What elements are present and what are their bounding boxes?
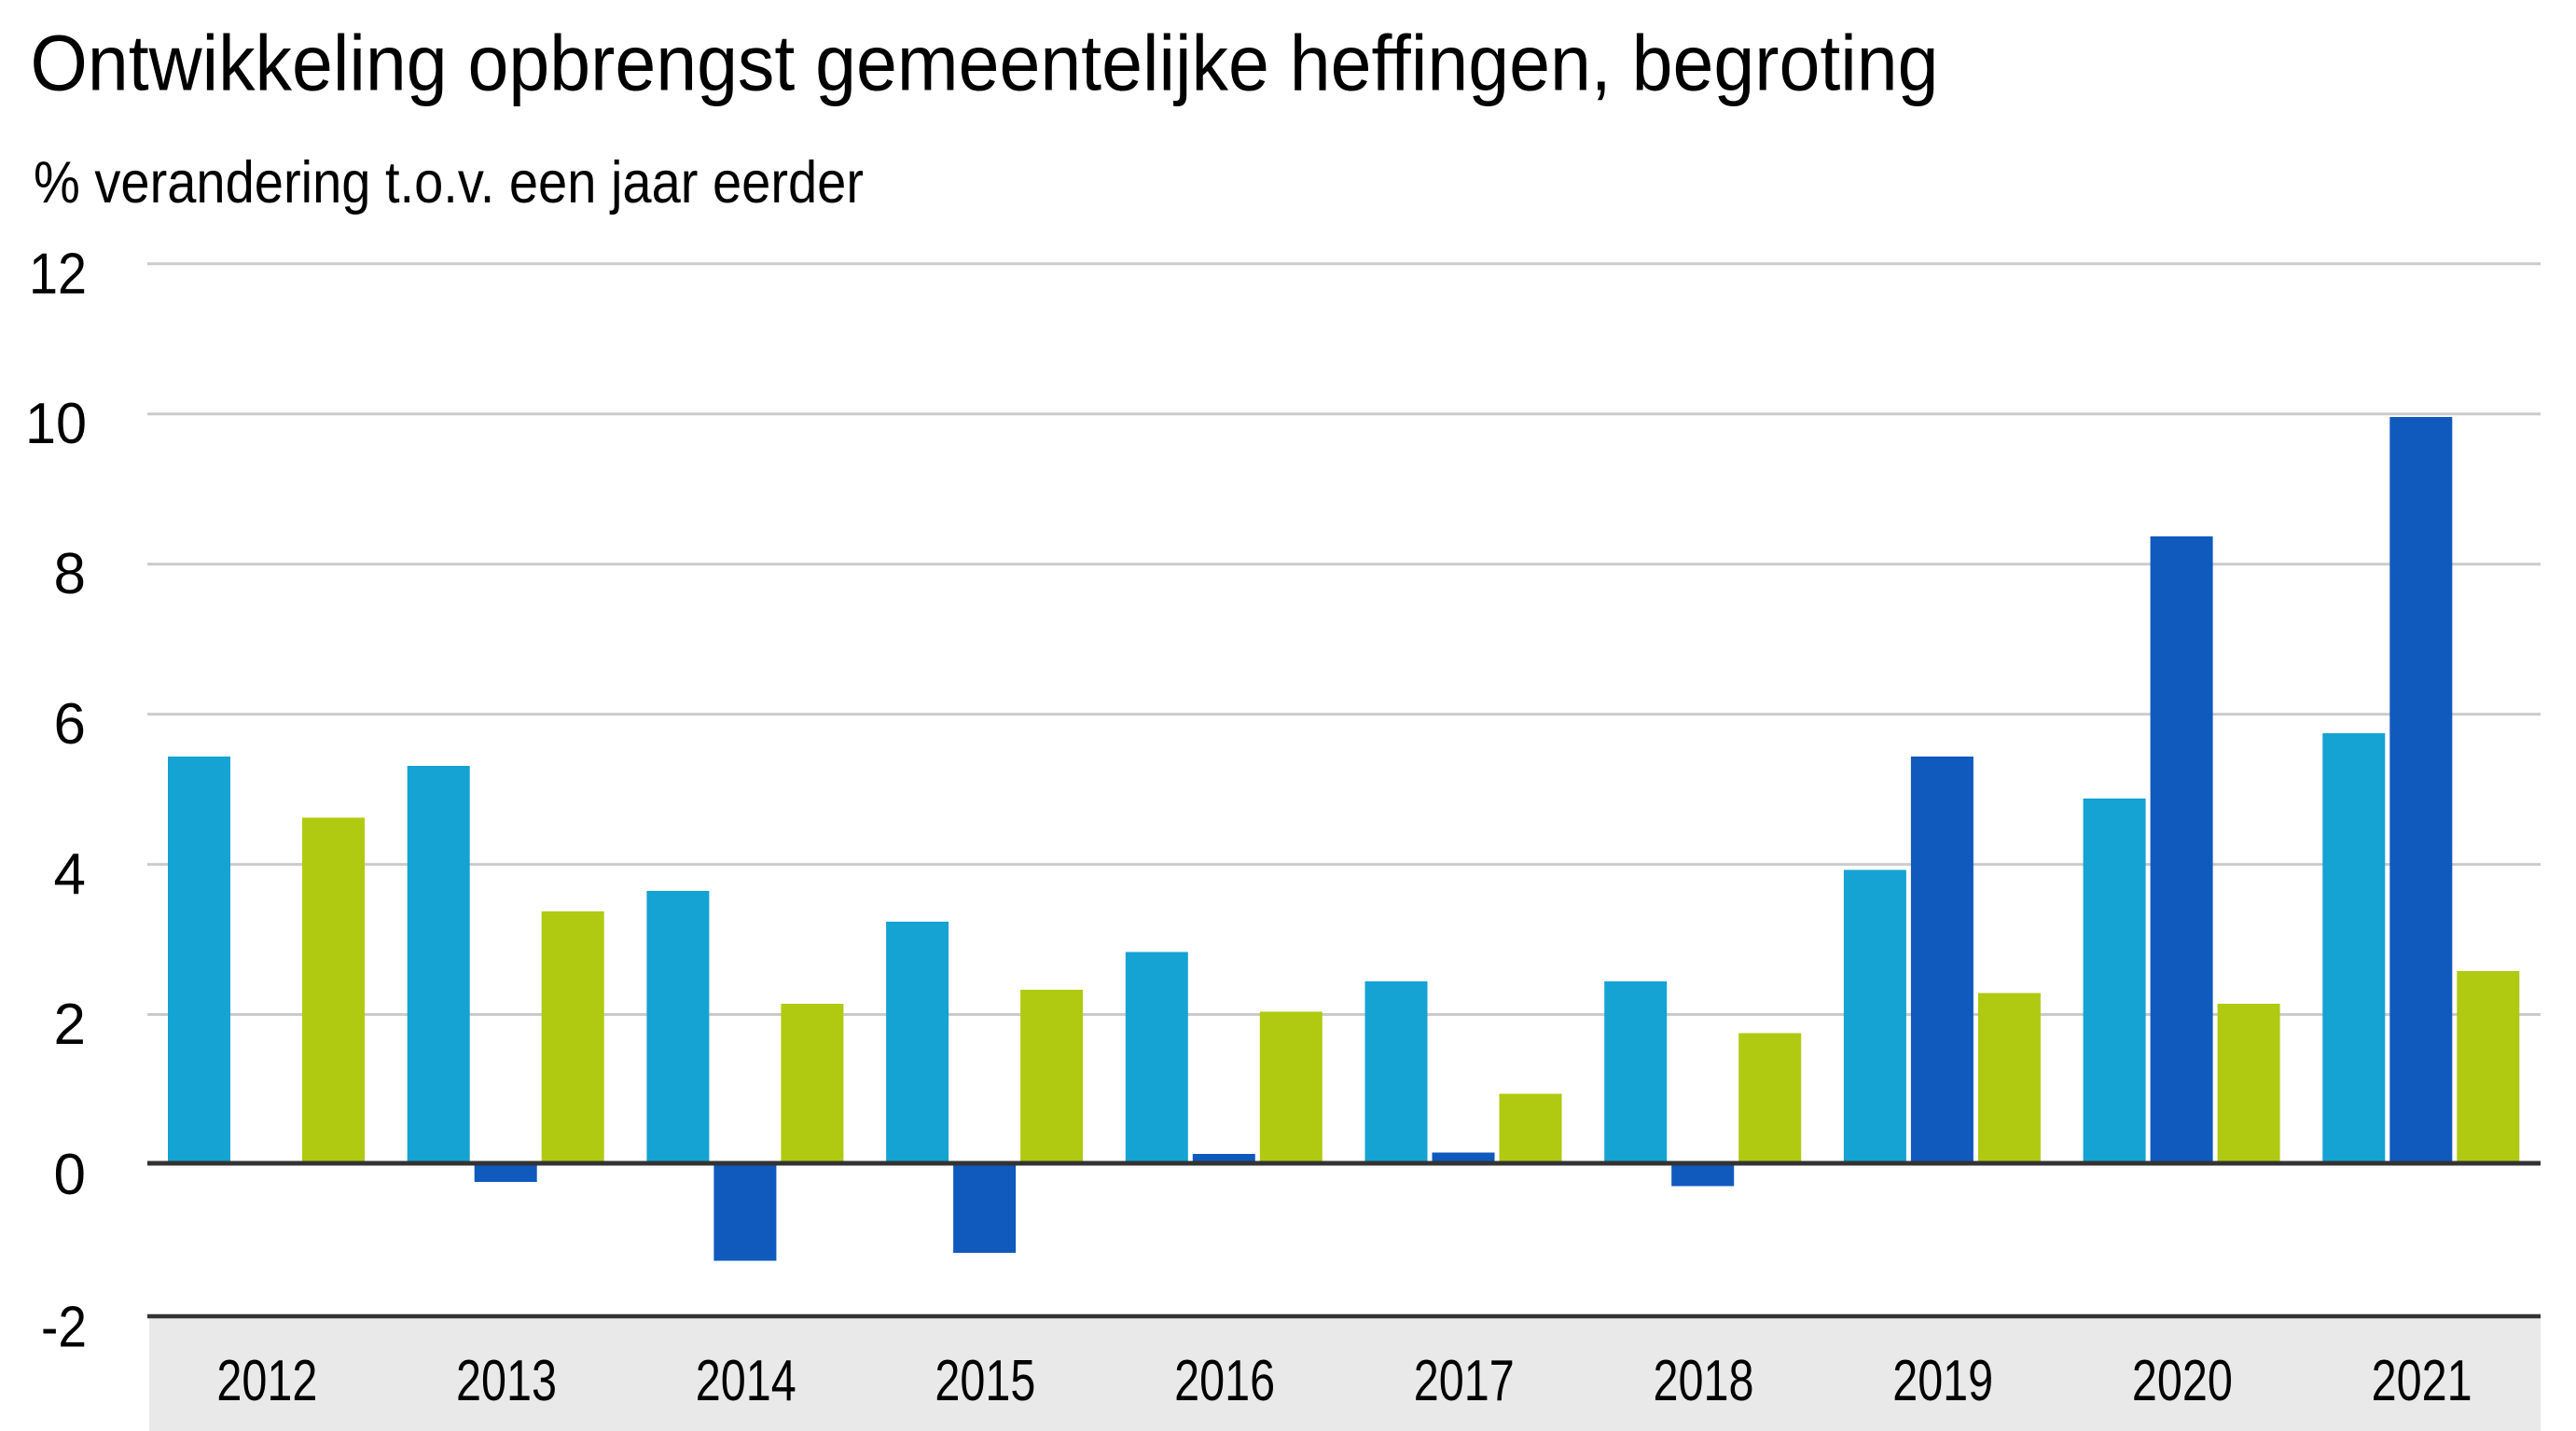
svg-text:12: 12 (29, 242, 87, 306)
svg-text:8: 8 (54, 542, 86, 606)
svg-text:2: 2 (54, 993, 86, 1057)
svg-text:2014: 2014 (696, 1349, 796, 1413)
svg-text:2019: 2019 (1892, 1349, 1993, 1413)
svg-text:-2: -2 (41, 1296, 87, 1360)
svg-text:4: 4 (54, 842, 86, 907)
svg-text:Ontwikkeling opbrengst gemeent: Ontwikkeling opbrengst gemeentelijke hef… (31, 20, 1939, 107)
svg-text:2015: 2015 (935, 1349, 1035, 1413)
svg-text:10: 10 (25, 392, 87, 456)
svg-text:0: 0 (54, 1143, 86, 1207)
svg-text:2018: 2018 (1654, 1349, 1754, 1413)
svg-text:6: 6 (54, 692, 86, 757)
svg-text:2012: 2012 (216, 1349, 317, 1413)
svg-text:% verandering t.o.v. een jaar: % verandering t.o.v. een jaar eerder (34, 150, 864, 215)
svg-text:2016: 2016 (1174, 1349, 1275, 1413)
svg-text:2021: 2021 (2372, 1349, 2472, 1413)
svg-text:2017: 2017 (1414, 1349, 1515, 1413)
svg-text:2013: 2013 (456, 1349, 557, 1413)
svg-text:2020: 2020 (2132, 1349, 2233, 1413)
